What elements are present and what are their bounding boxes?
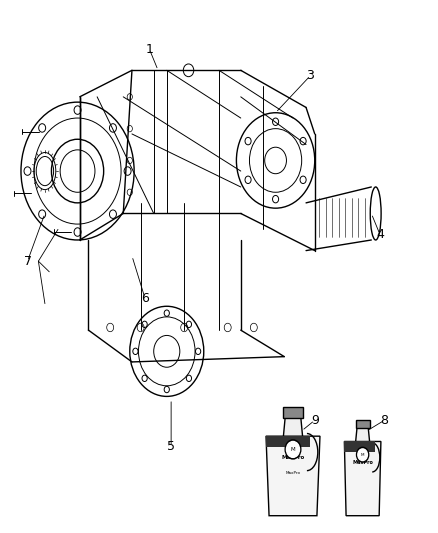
Polygon shape <box>283 418 303 436</box>
Circle shape <box>286 441 300 457</box>
Text: 3: 3 <box>307 69 314 82</box>
Text: MaxPro: MaxPro <box>352 460 373 465</box>
Circle shape <box>357 447 369 462</box>
Text: 1: 1 <box>145 43 153 55</box>
Polygon shape <box>356 428 370 441</box>
Polygon shape <box>344 441 375 452</box>
Text: 8: 8 <box>380 414 389 427</box>
Circle shape <box>358 449 367 461</box>
Text: M: M <box>361 453 364 457</box>
FancyBboxPatch shape <box>283 407 303 418</box>
Circle shape <box>285 440 301 459</box>
Polygon shape <box>266 436 320 516</box>
Text: 6: 6 <box>141 292 149 305</box>
Text: 4: 4 <box>376 228 384 241</box>
Text: M: M <box>291 447 295 452</box>
Text: MaxPro: MaxPro <box>281 455 304 460</box>
Polygon shape <box>344 441 381 516</box>
Text: MaxPro: MaxPro <box>286 471 300 475</box>
FancyBboxPatch shape <box>356 419 370 428</box>
Polygon shape <box>266 436 311 447</box>
Text: 7: 7 <box>24 255 32 268</box>
Text: 5: 5 <box>167 440 175 453</box>
Text: 9: 9 <box>311 414 319 427</box>
